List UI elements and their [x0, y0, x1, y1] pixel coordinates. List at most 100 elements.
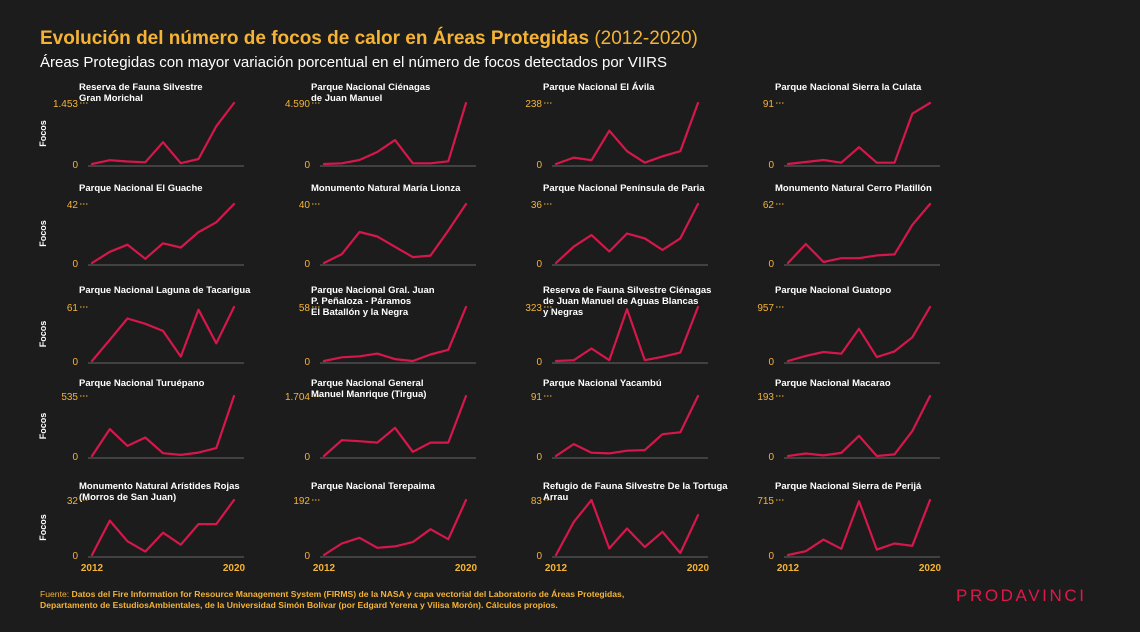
- y-tick-zero: 0: [72, 357, 78, 368]
- series-line: [322, 101, 468, 166]
- x-tick-end: 2020: [223, 563, 246, 574]
- panel-title: Monumento Natural Cerro Platillón: [775, 183, 955, 194]
- panel-chart: 32 0 Focos 2012 2020: [38, 496, 246, 574]
- panel-chart: 61 0 Focos: [38, 303, 244, 368]
- panel-chart: 238 0: [525, 99, 708, 171]
- panel-title-line-2: de Juan Manuel de Aguas Blancas: [543, 296, 699, 307]
- panel-title-line-1: Monumento Natural Cerro Platillón: [775, 183, 932, 194]
- y-tick-max: 323: [525, 303, 542, 314]
- panel-chart: 58 0: [299, 303, 476, 368]
- source-line-2: Departamento de EstudiosAmbientales, de …: [40, 600, 558, 610]
- panel-3: Parque Nacional El Ávila 238 0: [504, 82, 724, 182]
- panel-19: Refugio de Fauna Silvestre De la Tortuga…: [504, 481, 728, 581]
- y-tick-max: 58: [299, 303, 311, 314]
- x-tick-start: 2012: [313, 563, 336, 574]
- source-label: Fuente:: [40, 589, 70, 599]
- panel-chart: 1.704 0: [285, 392, 476, 463]
- panel-chart: 40 0: [299, 200, 476, 270]
- panel-chart: 4.590 0: [285, 99, 476, 171]
- panel-title-line-2: (Morros de San Juan): [79, 492, 177, 503]
- x-tick-end: 2020: [919, 563, 942, 574]
- y-tick-zero: 0: [536, 551, 542, 562]
- panel-chart: 323 0: [525, 303, 708, 368]
- panel-title: Parque Nacional Ciénagas de Juan Manuel: [311, 82, 491, 104]
- panel-16: Parque Nacional Macarao 193 0: [736, 378, 956, 478]
- series-line: [554, 305, 700, 363]
- series-line: [322, 202, 468, 265]
- chart-subtitle: Áreas Protegidas con mayor variación por…: [40, 54, 668, 71]
- y-tick-zero: 0: [768, 259, 774, 270]
- series-line: [786, 305, 932, 363]
- series-line: [786, 498, 932, 557]
- title-year-range: (2012-2020): [594, 28, 698, 49]
- y-tick-max: 40: [299, 200, 311, 211]
- y-tick-max: 1.704: [285, 392, 310, 403]
- panel-1: Reserva de Fauna Silvestre Gran Morichal 1…: [38, 82, 260, 182]
- y-tick-zero: 0: [72, 259, 78, 270]
- panel-title-line-3: y Negras: [543, 307, 584, 318]
- panel-20: Parque Nacional Sierra de Perijá 715 0 2012…: [736, 481, 956, 581]
- y-tick-zero: 0: [536, 452, 542, 463]
- series-line: [554, 394, 700, 458]
- panel-14: Parque Nacional General Manuel Manrique (…: [272, 378, 492, 478]
- y-tick-zero: 0: [304, 452, 310, 463]
- series-line: [90, 305, 236, 363]
- source-line-1: Datos del Fire Information for Resource …: [71, 589, 625, 599]
- y-tick-max: 1.453: [53, 99, 78, 110]
- panel-title: Parque Nacional Laguna de Tacarigua: [79, 285, 259, 296]
- y-tick-max: 62: [763, 200, 775, 211]
- panel-title: Parque Nacional Península de Paria: [543, 183, 723, 194]
- panel-title-line-3: El Batallón y la Negra: [311, 307, 409, 318]
- panel-10: Parque Nacional Gral. Juan P. Peñaloza - …: [272, 285, 492, 385]
- panel-title: Parque Nacional Guatopo: [775, 285, 955, 296]
- panel-title: Parque Nacional Macarao: [775, 378, 955, 389]
- y-tick-max: 91: [531, 392, 543, 403]
- panel-chart: 42 0 Focos: [38, 200, 244, 270]
- panel-chart: 1.453 0 Focos: [38, 99, 244, 171]
- y-tick-max: 36: [531, 200, 543, 211]
- y-tick-zero: 0: [72, 452, 78, 463]
- series-line: [786, 101, 932, 166]
- panel-title-line-1: Parque Nacional El Ávila: [543, 82, 655, 93]
- panel-title-line-1: Parque Nacional General: [311, 378, 424, 389]
- panel-title: Monumento Natural María Lionza: [311, 183, 491, 194]
- y-tick-zero: 0: [536, 357, 542, 368]
- panel-title-line-1: Reserva de Fauna Silvestre: [79, 82, 203, 93]
- panel-title-line-1: Reserva de Fauna Silvestre Ciénagas: [543, 285, 712, 296]
- panel-title-line-1: Parque Nacional Turuépano: [79, 378, 205, 389]
- panel-chart: 91 0: [763, 99, 940, 171]
- x-tick-start: 2012: [81, 563, 104, 574]
- chart-title: Evolución del número de focos de calor e…: [40, 28, 698, 50]
- panel-title-line-2: Manuel Manrique (Tirgua): [311, 389, 427, 400]
- panel-title: Parque Nacional Yacambú: [543, 378, 723, 389]
- panel-chart: 91 0: [531, 392, 708, 463]
- series-line: [322, 394, 468, 458]
- y-tick-max: 83: [531, 496, 543, 507]
- y-tick-zero: 0: [536, 259, 542, 270]
- panel-title: Parque Nacional General Manuel Manrique (…: [311, 378, 491, 400]
- series-line: [322, 498, 468, 557]
- y-tick-max: 238: [525, 99, 542, 110]
- y-axis-label: Focos: [38, 220, 48, 247]
- panel-title-line-2: P. Peñaloza - Páramos: [311, 296, 412, 307]
- series-line: [554, 101, 700, 166]
- y-axis-label: Focos: [38, 413, 48, 440]
- panel-title-line-1: Parque Nacional Sierra de Perijá: [775, 481, 922, 492]
- panel-9: Parque Nacional Laguna de Tacarigua 61 0 Fo…: [38, 285, 260, 385]
- panel-title: Parque Nacional Gral. Juan P. Peñaloza - …: [311, 285, 491, 318]
- x-tick-start: 2012: [777, 563, 800, 574]
- panel-12: Parque Nacional Guatopo 957 0: [736, 285, 956, 385]
- panel-title-line-1: Monumento Natural Arístides Rojas: [79, 481, 240, 492]
- y-tick-max: 61: [67, 303, 79, 314]
- panel-title: Parque Nacional Turuépano: [79, 378, 259, 389]
- panel-title: Reserva de Fauna Silvestre Ciénagas de Ju…: [543, 285, 723, 318]
- panel-title-line-1: Refugio de Fauna Silvestre De la Tortuga: [543, 481, 728, 492]
- y-tick-zero: 0: [304, 259, 310, 270]
- y-tick-max: 535: [61, 392, 78, 403]
- y-tick-max: 32: [67, 496, 79, 507]
- panel-6: Monumento Natural María Lionza 40 0: [272, 183, 492, 283]
